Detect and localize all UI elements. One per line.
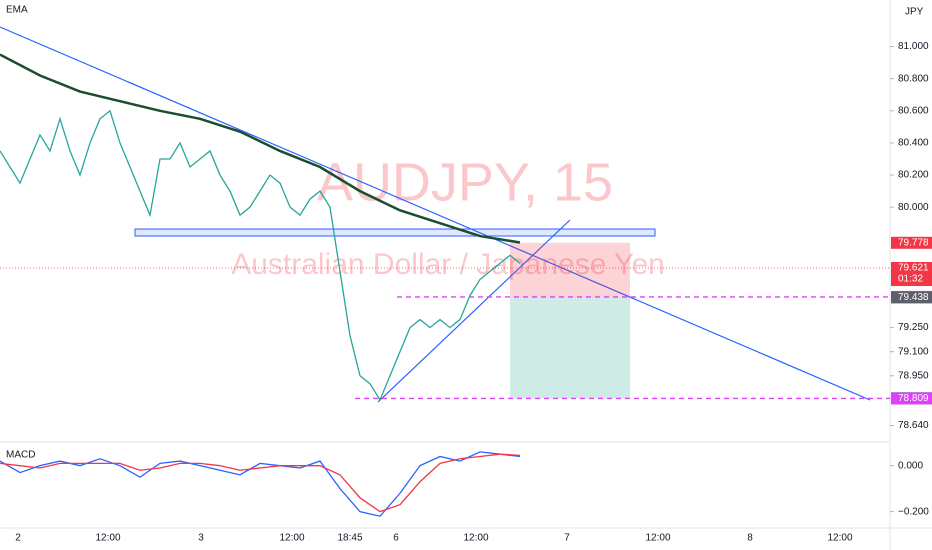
currency-label[interactable]: JPY [905, 7, 924, 18]
y-tick-label: 0.000 [898, 460, 923, 471]
macd-line [0, 453, 521, 513]
watermark-name: Australian Dollar / Japanese Yen [231, 248, 665, 281]
price-label-bg [891, 262, 932, 287]
x-tick-label: 12:00 [645, 533, 670, 544]
x-tick-label: 12:00 [279, 533, 304, 544]
trend-line [377, 219, 571, 403]
x-tick-label: 12:00 [463, 533, 488, 544]
x-tick-label: 12:00 [827, 533, 852, 544]
price-line [0, 109, 521, 402]
x-tick-label: 6 [393, 533, 399, 544]
macd-label[interactable]: MACD [6, 450, 35, 461]
ema-line [0, 53, 521, 244]
x-tick-label: 18:45 [337, 533, 362, 544]
x-tick-label: 7 [564, 533, 570, 544]
x-tick-label: 12:00 [95, 533, 120, 544]
y-tick-label: 79.250 [898, 322, 929, 333]
y-tick-label: 81.000 [898, 41, 929, 52]
y-tick-label: 79.100 [898, 346, 929, 357]
y-tick-label: 80.000 [898, 202, 929, 213]
price-label: 79.621 [898, 263, 929, 274]
price-label: 78.809 [898, 393, 929, 404]
watermark-symbol: AUDJPY, 15 [317, 152, 613, 212]
indicator-label[interactable]: EMA [6, 5, 28, 16]
y-tick-label: −0.200 [898, 506, 929, 517]
resistance-zone [134, 228, 656, 237]
trend-line [0, 26, 871, 401]
y-tick-label: 80.200 [898, 170, 929, 181]
price-label-bg [891, 392, 932, 405]
y-tick-label: 78.640 [898, 420, 929, 431]
price-label: 79.438 [898, 292, 929, 303]
x-tick-label: 2 [15, 533, 21, 544]
price-label-bg [891, 236, 932, 249]
x-tick-label: 8 [747, 533, 753, 544]
price-timer: 01:32 [898, 274, 923, 285]
stop-zone [510, 242, 630, 297]
price-label: 79.778 [898, 237, 929, 248]
y-tick-label: 80.400 [898, 138, 929, 149]
target-zone [510, 296, 630, 399]
x-tick-label: 3 [198, 533, 204, 544]
y-tick-label: 80.600 [898, 105, 929, 116]
y-tick-label: 78.950 [898, 370, 929, 381]
y-tick-label: 80.800 [898, 73, 929, 84]
price-label-bg [891, 291, 932, 304]
